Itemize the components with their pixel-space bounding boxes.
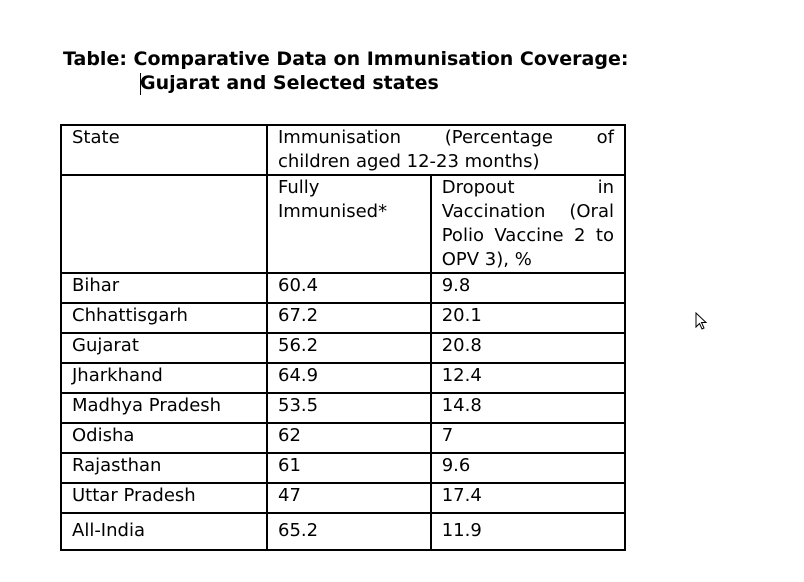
header-dropout: Dropout in Vaccination (Oral Polio Vacci… bbox=[429, 174, 627, 274]
cell-dropout: 20.8 bbox=[429, 332, 627, 364]
header-fully-line1: Fully bbox=[278, 177, 320, 198]
cell-dropout: 14.8 bbox=[429, 392, 627, 424]
header-row-sub: Fully Immunised* Dropout in Vaccination … bbox=[60, 174, 627, 274]
header-state: State bbox=[60, 124, 268, 176]
cell-fully: 47 bbox=[266, 482, 432, 514]
cell-dropout: 11.9 bbox=[429, 512, 627, 551]
cell-fully: 60.4 bbox=[266, 272, 432, 304]
header-dropout-line4: OPV 3), % bbox=[441, 249, 532, 270]
mouse-pointer-icon bbox=[695, 312, 708, 330]
header-dropout-line2: Vaccination (Oral bbox=[441, 201, 614, 222]
cell-fully: 61 bbox=[266, 452, 432, 484]
cell-dropout: 9.8 bbox=[429, 272, 627, 304]
header-immunisation-group: Immunisation (Percentage of children age… bbox=[266, 124, 626, 176]
cell-state: Rajasthan bbox=[60, 452, 268, 484]
cell-dropout: 12.4 bbox=[429, 362, 627, 394]
table-row: Rajasthan 61 9.6 bbox=[60, 452, 627, 484]
cell-state: Chhattisgarh bbox=[60, 302, 268, 334]
cell-dropout: 20.1 bbox=[429, 302, 627, 334]
header-state-label: State bbox=[72, 127, 120, 148]
cell-fully: 64.9 bbox=[266, 362, 432, 394]
table-row: All-India 65.2 11.9 bbox=[60, 512, 627, 551]
cell-fully: 65.2 bbox=[266, 512, 432, 551]
cell-dropout: 9.6 bbox=[429, 452, 627, 484]
cell-state: Madhya Pradesh bbox=[60, 392, 268, 424]
cell-state: Gujarat bbox=[60, 332, 268, 364]
table-row: Madhya Pradesh 53.5 14.8 bbox=[60, 392, 627, 424]
table-title-line1: Table: Comparative Data on Immunisation … bbox=[63, 48, 629, 70]
cell-state: Uttar Pradesh bbox=[60, 482, 268, 514]
header-group-line2: children aged 12-23 months) bbox=[278, 151, 540, 172]
cell-state: All-India bbox=[60, 512, 268, 551]
cell-fully: 67.2 bbox=[266, 302, 432, 334]
header-dropout-line3: Polio Vaccine 2 to bbox=[441, 225, 614, 246]
cell-dropout: 7 bbox=[429, 422, 627, 454]
cell-state: Odisha bbox=[60, 422, 268, 454]
table-row: Jharkhand 64.9 12.4 bbox=[60, 362, 627, 394]
header-row-group: State Immunisation (Percentage of childr… bbox=[60, 124, 626, 176]
cell-state: Jharkhand bbox=[60, 362, 268, 394]
text-caret bbox=[140, 73, 141, 95]
table-row: Odisha 62 7 bbox=[60, 422, 627, 454]
header-group-line1: Immunisation (Percentage of bbox=[278, 127, 614, 148]
cell-dropout: 17.4 bbox=[429, 482, 627, 514]
header-fully-line2: Immunised* bbox=[278, 201, 388, 222]
cell-fully: 62 bbox=[266, 422, 432, 454]
table-row: Bihar 60.4 9.8 bbox=[60, 272, 627, 304]
cell-fully: 53.5 bbox=[266, 392, 432, 424]
immunisation-table: State Immunisation (Percentage of childr… bbox=[60, 124, 627, 551]
table-title-line2: Gujarat and Selected states bbox=[140, 72, 439, 94]
cell-fully: 56.2 bbox=[266, 332, 432, 364]
table-row: Gujarat 56.2 20.8 bbox=[60, 332, 627, 364]
cell-state: Bihar bbox=[60, 272, 268, 304]
table-row: Uttar Pradesh 47 17.4 bbox=[60, 482, 627, 514]
table-row: Chhattisgarh 67.2 20.1 bbox=[60, 302, 627, 334]
header-empty-cell bbox=[60, 174, 268, 274]
header-fully-immunised: Fully Immunised* bbox=[266, 174, 432, 274]
header-dropout-line1: Dropout in bbox=[441, 177, 614, 198]
